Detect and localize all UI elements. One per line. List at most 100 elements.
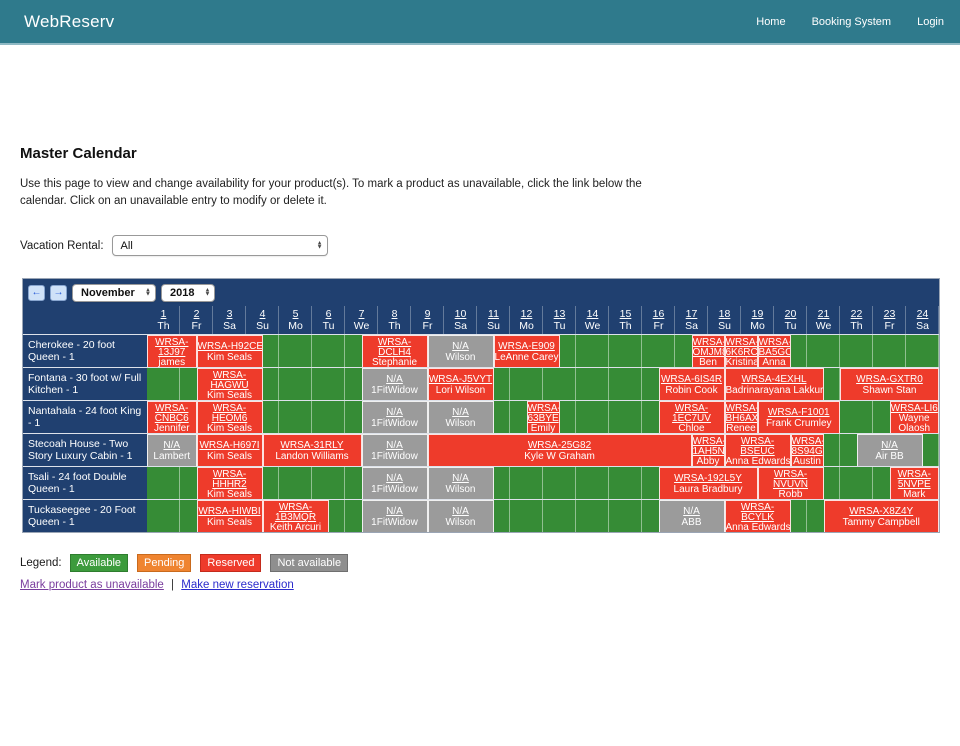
day-number-link-16[interactable]: 16 xyxy=(652,308,665,321)
reservation-cell[interactable]: WRSA-OMJM8Ben xyxy=(691,335,725,368)
reservation-cell[interactable]: WRSA- BH6AX Renee xyxy=(724,401,758,434)
reservation-cell[interactable]: WRSA-4EXHL Badrinarayana Lakkur xyxy=(724,368,824,401)
day-number-link-4[interactable]: 4 xyxy=(259,308,266,321)
reservation-cell[interactable]: WRSA-6IS4R Robin Cook xyxy=(658,368,725,401)
day-number-link-13[interactable]: 13 xyxy=(553,308,566,321)
booking-code-link[interactable]: HHHR2 xyxy=(212,479,247,490)
unavailable-cell[interactable]: N/A Wilson xyxy=(427,335,494,368)
reservation-cell[interactable]: WRSA- 13J97 james xyxy=(147,335,197,368)
day-number-link-20[interactable]: 20 xyxy=(784,308,797,321)
booking-code-link[interactable]: WRSA-192L5Y xyxy=(674,472,742,484)
booking-code-link[interactable]: CNBC6 xyxy=(154,413,189,424)
booking-code-link[interactable]: WRSA- xyxy=(212,403,247,414)
booking-code-link[interactable]: WRSA-H92CE xyxy=(197,340,262,352)
top-nav-link-login[interactable]: Login xyxy=(917,15,944,28)
reservation-cell[interactable]: WRSA- NVUVN Robb xyxy=(757,467,824,500)
reservation-cell[interactable]: WRSA-H92CE Kim Seals xyxy=(196,335,263,368)
booking-code-link[interactable]: NVUVN xyxy=(772,479,808,490)
unavailable-cell[interactable]: N/A Wilson xyxy=(427,500,494,533)
reservation-cell[interactable]: WRSA-X8Z4Y Tammy Campbell xyxy=(823,500,939,533)
booking-code-link[interactable]: WRSA-4EXHL xyxy=(741,373,807,385)
reservation-cell[interactable]: WRSA- HAGWU Kim Seals xyxy=(196,368,263,401)
booking-code-link[interactable]: WRSA- xyxy=(155,403,189,414)
reservation-cell[interactable]: WRSA-H697I Kim Seals xyxy=(196,434,263,467)
day-number-link-2[interactable]: 2 xyxy=(193,308,200,321)
booking-code-link[interactable]: BA5GC xyxy=(758,347,790,358)
booking-code-link[interactable]: WRSA- xyxy=(725,403,757,414)
booking-code-link[interactable]: WRSA- xyxy=(773,469,808,480)
booking-code-link[interactable]: WRSA- xyxy=(212,370,247,381)
next-month-button[interactable]: → xyxy=(50,284,67,301)
top-nav-link-booking-system[interactable]: Booking System xyxy=(811,15,892,28)
booking-code-link[interactable]: N/A xyxy=(386,472,403,484)
vacation-rental-select[interactable]: All ▲ ▼ xyxy=(111,235,328,257)
reservation-cell[interactable]: WRSA- 6K6RC Kristina xyxy=(724,335,758,368)
booking-code-link[interactable]: WRSA- xyxy=(740,502,775,513)
booking-code-link[interactable]: WRSA- xyxy=(692,337,724,348)
reservation-cell[interactable]: WRSA-25G82 Kyle W Graham xyxy=(427,434,692,467)
prev-month-button[interactable]: ← xyxy=(28,284,45,301)
booking-code-link[interactable]: 1AH5N xyxy=(692,446,724,457)
booking-code-link[interactable]: WRSA-F1001 xyxy=(767,406,830,418)
booking-code-link[interactable]: N/A xyxy=(163,439,181,451)
day-number-link-3[interactable]: 3 xyxy=(226,308,233,321)
reservation-cell[interactable]: WRSA-192L5Y Laura Bradbury xyxy=(658,467,758,500)
booking-code-link[interactable]: WRSA- xyxy=(377,337,412,348)
booking-code-link[interactable]: WRSA-6IS4R xyxy=(660,373,723,385)
booking-code-link[interactable]: WRSA-LI6 xyxy=(890,403,938,414)
booking-code-link[interactable]: OMJM8 xyxy=(692,347,724,358)
day-number-link-1[interactable]: 1 xyxy=(160,308,167,321)
booking-code-link[interactable]: N/A xyxy=(881,439,898,451)
reservation-cell[interactable]: WRSA-E909 LeAnne Carey xyxy=(493,335,560,368)
day-number-link-8[interactable]: 8 xyxy=(391,308,398,321)
booking-code-link[interactable]: N/A xyxy=(452,406,469,418)
booking-code-link[interactable]: BCYLK xyxy=(741,512,774,523)
booking-code-link[interactable]: WRSA- xyxy=(527,403,559,414)
reservation-cell[interactable]: WRSA- CNBC6 Jennifer xyxy=(147,401,197,434)
booking-code-link[interactable]: WRSA-GXTR0 xyxy=(856,373,923,385)
booking-code-link[interactable]: DCLH4 xyxy=(378,347,411,358)
unavailable-cell[interactable]: N/A 1FitWidow xyxy=(361,401,428,434)
reservation-cell[interactable]: WRSA- BCYLK Anna Edwards xyxy=(724,500,791,533)
booking-code-link[interactable]: 13J97 xyxy=(158,347,186,358)
booking-code-link[interactable]: WRSA-E909 xyxy=(498,340,555,352)
reservation-cell[interactable]: WRSA- 1AH5N Abby xyxy=(691,434,725,467)
booking-code-link[interactable]: HEOM6 xyxy=(211,413,248,424)
booking-code-link[interactable]: N/A xyxy=(452,340,469,352)
reservation-cell[interactable]: WRSA-J5VYT Lori Wilson xyxy=(427,368,494,401)
day-number-link-24[interactable]: 24 xyxy=(916,308,929,321)
booking-code-link[interactable]: WRSA- xyxy=(155,337,189,348)
unavailable-cell[interactable]: N/A Wilson xyxy=(427,401,494,434)
unavailable-cell[interactable]: N/A Wilson xyxy=(427,467,494,500)
day-number-link-10[interactable]: 10 xyxy=(454,308,467,321)
booking-code-link[interactable]: 5NVPE xyxy=(897,479,931,490)
unavailable-cell[interactable]: N/A 1FitWidow xyxy=(361,368,428,401)
day-number-link-15[interactable]: 15 xyxy=(619,308,632,321)
reservation-cell[interactable]: WRSA-F1001 Frank Crumley xyxy=(757,401,840,434)
booking-code-link[interactable]: N/A xyxy=(386,505,403,517)
booking-code-link[interactable]: WRSA- xyxy=(212,469,247,480)
booking-code-link[interactable]: WRSA- xyxy=(725,337,757,348)
make-new-reservation-link[interactable]: Make new reservation xyxy=(181,579,294,592)
day-number-link-18[interactable]: 18 xyxy=(718,308,731,321)
booking-code-link[interactable]: WRSA- xyxy=(674,403,709,414)
reservation-cell[interactable]: WRSA- 8S94G Austin xyxy=(790,434,824,467)
day-number-link-9[interactable]: 9 xyxy=(424,308,431,321)
day-number-link-12[interactable]: 12 xyxy=(520,308,533,321)
booking-code-link[interactable]: WRSA-J5VYT xyxy=(428,373,493,385)
booking-code-link[interactable]: HAGWU xyxy=(210,380,249,391)
month-select[interactable]: November ▲ ▼ xyxy=(72,283,156,302)
day-number-link-22[interactable]: 22 xyxy=(850,308,863,321)
booking-code-link[interactable]: WRSA-25G82 xyxy=(527,439,592,451)
booking-code-link[interactable]: WRSA- xyxy=(740,436,775,447)
reservation-cell[interactable]: WRSA- 1B3MQR Keith Arcuri xyxy=(262,500,329,533)
booking-code-link[interactable]: N/A xyxy=(386,373,403,385)
reservation-cell[interactable]: WRSA- BSEUC Anna Edwards xyxy=(724,434,791,467)
booking-code-link[interactable]: 8S94G xyxy=(791,446,823,457)
day-number-link-17[interactable]: 17 xyxy=(685,308,698,321)
day-number-link-6[interactable]: 6 xyxy=(325,308,332,321)
mark-product-unavailable-link[interactable]: Mark product as unavailable xyxy=(20,579,164,592)
reservation-cell[interactable]: WRSA-HIWBI Kim Seals xyxy=(196,500,263,533)
reservation-cell[interactable]: WRSA- 1EC7UV Chloe xyxy=(658,401,725,434)
booking-code-link[interactable]: N/A xyxy=(452,472,469,484)
